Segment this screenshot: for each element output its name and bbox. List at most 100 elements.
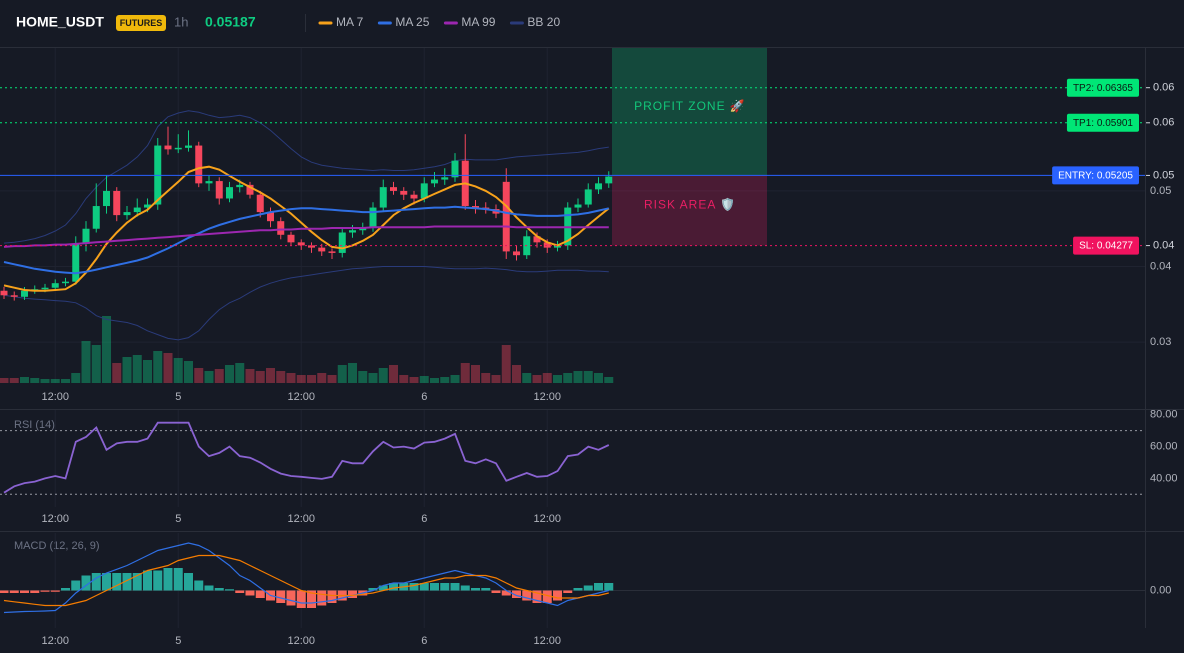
volume-bar (553, 375, 562, 383)
histogram-bar (163, 568, 173, 591)
histogram-bar (542, 590, 552, 603)
histogram-bar (317, 590, 327, 606)
histogram-bar (91, 573, 101, 591)
candle-body (195, 145, 203, 184)
volume-bar (245, 369, 255, 383)
histogram-bar (471, 588, 480, 591)
moving-average (3, 205, 610, 275)
x-tick-label: 12:00 (287, 635, 315, 647)
histogram-bar (30, 590, 40, 593)
candle-body (92, 206, 100, 229)
volume-bar (81, 341, 91, 383)
candle-body (431, 179, 438, 184)
histogram-bar (20, 590, 29, 593)
volume-bar (9, 378, 19, 383)
histogram-bar (143, 570, 152, 591)
candle-body (543, 242, 551, 248)
candle-body (164, 145, 172, 150)
badge-bg (116, 15, 166, 31)
candle-body (390, 187, 397, 191)
histogram-bar (9, 590, 19, 593)
candle-body (133, 207, 141, 213)
level-tag-bg (1066, 113, 1139, 132)
volume-bar (214, 369, 224, 383)
x-tick-label: 6 (421, 513, 427, 525)
volume-bar (573, 371, 583, 383)
level-label: SL: 0.04277 (1079, 241, 1133, 252)
volume-bar (307, 375, 316, 383)
level-label: TP2: 0.06365 (1073, 83, 1133, 94)
histogram-bar (225, 589, 234, 591)
histogram-bar (389, 583, 398, 591)
volume-bar (61, 379, 70, 383)
volume-bar (194, 368, 204, 383)
candle-body (113, 190, 121, 216)
histogram-bar (214, 588, 224, 591)
candle-body (144, 204, 151, 208)
level-tag-bg (1066, 78, 1139, 97)
volume-bar (348, 363, 357, 383)
volume-bar (235, 363, 245, 383)
volume-bar (50, 379, 60, 383)
level-tag: TP2: 0.06365 (1066, 78, 1139, 97)
volume-bar (91, 345, 101, 383)
histogram-bar (563, 590, 573, 593)
candle-body (349, 230, 356, 233)
level-axis-label: 0.04 (1153, 240, 1174, 252)
candle-body (420, 183, 428, 199)
candle-body (246, 184, 254, 195)
x-tick-label: 12:00 (533, 635, 561, 647)
candle-body (41, 287, 49, 290)
candle-body (451, 160, 459, 178)
histogram-bar (532, 590, 542, 603)
candle-body (379, 187, 387, 208)
histogram-bar (583, 585, 593, 591)
histogram-bar (573, 588, 583, 591)
volume-bar (440, 377, 450, 383)
candle-body (236, 184, 244, 188)
volume-bar (153, 351, 163, 383)
x-tick-label: 6 (421, 635, 427, 647)
candle-body (174, 147, 182, 150)
candle-body (10, 295, 18, 297)
volume-bar (184, 361, 193, 383)
volume-bar (30, 378, 40, 383)
histogram-bar (460, 585, 470, 591)
volume-bar (286, 373, 296, 383)
candle-body (369, 207, 377, 228)
candle-body (51, 283, 59, 288)
histogram-bar (440, 583, 450, 591)
volume-bar (163, 353, 173, 383)
candle-body (554, 245, 561, 248)
candle-body (62, 281, 69, 284)
volume-bar (20, 377, 29, 383)
histogram-bar (327, 590, 337, 603)
zone (612, 175, 767, 246)
volume-bar (594, 373, 603, 383)
volume-bar (71, 373, 81, 383)
legend-label: BB 20 (527, 15, 560, 29)
volume-bar (266, 368, 275, 383)
x-tick-label: 5 (175, 391, 181, 403)
candle-body (441, 177, 449, 180)
histogram-bar (81, 575, 91, 591)
volume-bar (460, 363, 470, 383)
volume-bar (532, 375, 542, 383)
level-tag-bg (1073, 236, 1139, 255)
volume-bar (255, 371, 265, 383)
histogram-bar (0, 590, 9, 593)
volume-bar (399, 375, 409, 383)
histogram-bar (522, 590, 532, 601)
candle-body (21, 290, 28, 297)
volume-bar (102, 316, 111, 383)
y-tick-label: 60.00 (1150, 440, 1178, 452)
candle-body (400, 190, 408, 195)
histogram-bar (481, 588, 491, 591)
volume-bar (430, 378, 439, 383)
histogram-bar (132, 573, 142, 591)
candle-body (533, 236, 541, 243)
level-axis-label: 0.06 (1153, 82, 1174, 94)
histogram-bar (245, 590, 255, 596)
volume-bar (173, 358, 183, 383)
